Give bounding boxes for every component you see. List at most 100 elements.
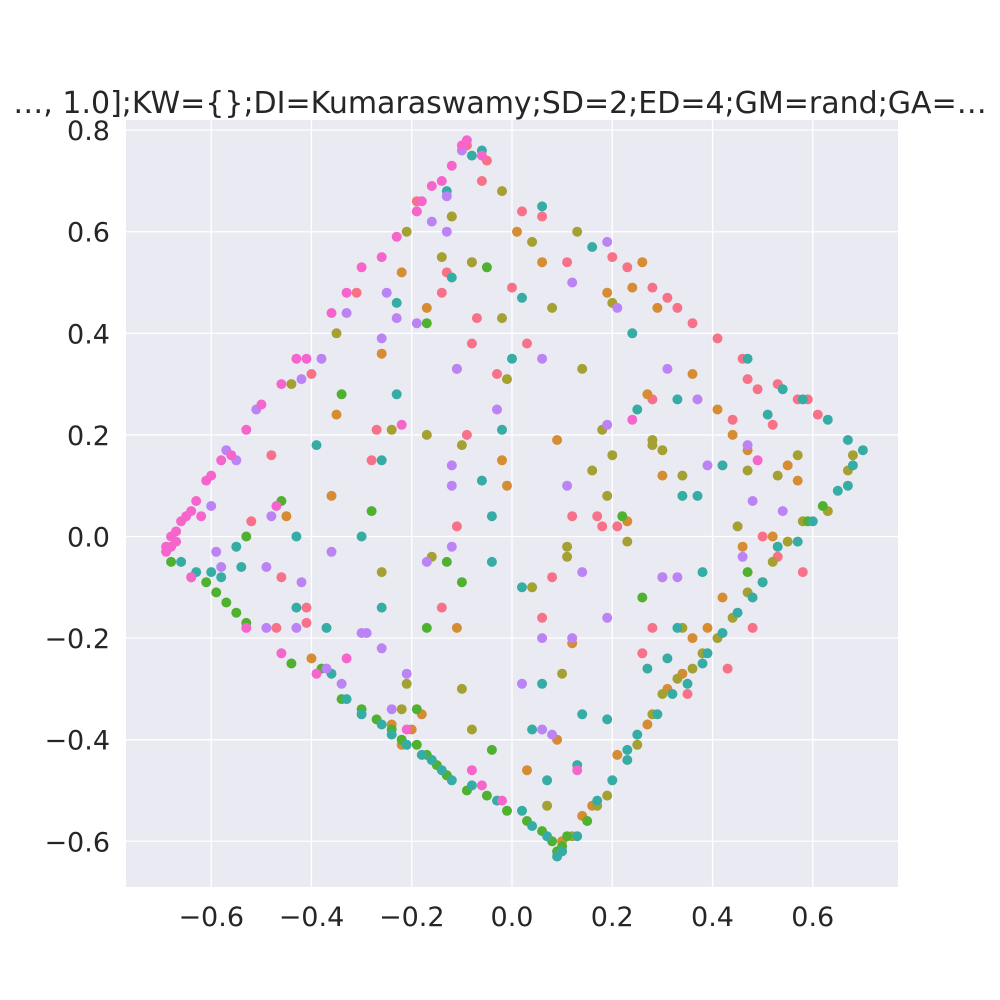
data-point [712,333,723,344]
data-point [286,379,297,390]
data-point [356,262,367,273]
data-point [421,622,432,633]
data-point [241,622,252,633]
data-point [376,252,387,263]
data-point [331,409,342,420]
data-point [737,541,748,552]
data-point [461,135,472,146]
data-point [647,622,658,633]
data-point [391,389,402,400]
data-point [632,739,643,750]
data-point [451,622,462,633]
data-point [446,480,457,491]
x-tick-label: 0.4 [691,902,734,933]
data-point [461,429,472,440]
data-point [747,496,758,506]
data-point [782,536,793,547]
data-point [687,633,698,644]
data-point [652,709,663,720]
data-point [672,673,683,684]
data-point [627,282,638,293]
data-point [587,465,598,476]
data-point [411,206,422,217]
data-point [386,704,397,715]
data-point [602,490,613,501]
data-point [607,775,618,786]
data-point [241,424,252,435]
x-tick-label: −0.2 [379,902,445,933]
data-point [577,363,588,374]
data-point [421,429,432,440]
data-point [376,348,387,359]
data-points [161,135,868,862]
data-point [667,689,678,699]
data-point [456,577,467,588]
data-point [537,211,548,222]
data-point [742,465,753,476]
data-point [562,831,573,842]
data-point [366,506,377,517]
data-point [341,287,352,298]
data-point [391,231,402,242]
data-point [547,302,558,313]
y-tick-label: −0.4 [44,726,110,757]
data-point [517,805,527,816]
data-point [792,536,803,547]
data-point [537,724,548,735]
data-point [702,622,713,633]
data-point [727,429,738,440]
data-point [772,541,783,552]
data-point [246,516,257,527]
data-point [411,318,422,329]
data-point [817,501,828,511]
data-point [306,369,317,379]
series-5 [206,145,788,740]
data-point [466,257,477,268]
data-point [762,409,773,420]
data-point [742,353,753,364]
data-point [767,419,778,430]
data-point [547,729,558,740]
data-point [171,526,182,537]
data-point [206,567,217,578]
data-point [507,282,517,293]
data-point [436,287,447,298]
data-point [401,678,412,689]
data-point [391,297,402,308]
data-point [396,267,407,278]
data-point [682,689,693,699]
y-tick-label: 0.2 [67,421,110,452]
data-point [797,567,808,578]
data-point [326,490,337,501]
data-point [386,729,397,740]
data-point [436,765,447,776]
data-point [411,739,422,750]
data-point [702,460,713,471]
data-point [732,607,743,618]
data-point [692,490,703,501]
data-point [426,216,437,227]
y-tick-label: 0.8 [67,116,110,147]
y-tick-label: −0.6 [44,827,110,858]
data-point [652,302,663,313]
data-point [512,226,522,237]
data-point [326,308,337,318]
data-point [316,353,327,364]
data-point [672,394,683,405]
data-point [401,668,412,679]
data-point [371,424,382,435]
data-point [381,287,392,298]
data-point [421,556,432,567]
data-point [622,755,633,765]
data-point [441,191,452,202]
data-point [481,262,492,273]
x-tick-label: 0.0 [491,902,534,933]
data-point [276,572,287,583]
data-point [446,460,457,471]
data-point [411,704,422,715]
data-point [376,719,387,730]
data-point [527,582,538,593]
data-point [587,242,598,252]
data-point [717,628,728,638]
data-point [737,551,748,562]
